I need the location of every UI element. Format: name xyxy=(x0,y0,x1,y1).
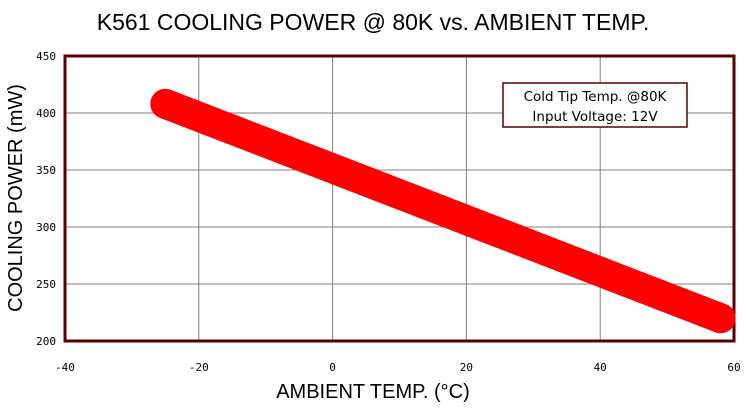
legend-line-cold-tip: Cold Tip Temp. @80K xyxy=(524,89,668,105)
series-layer xyxy=(150,88,736,334)
series-point xyxy=(150,88,181,119)
legend-line-input-voltage: Input Voltage: 12V xyxy=(532,109,658,125)
x-tick-label: 60 xyxy=(727,361,740,374)
x-tick-labels: -40 -20 0 20 40 60 xyxy=(55,361,741,374)
y-tick-label: 450 xyxy=(36,50,56,63)
y-tick-labels: 200 250 300 350 400 450 xyxy=(36,50,56,348)
legend-border xyxy=(502,82,688,128)
y-axis-label: COOLING POWER (mW) xyxy=(5,84,27,312)
y-tick-label: 250 xyxy=(36,278,56,291)
plot-frame xyxy=(63,54,736,343)
legend-box: Cold Tip Temp. @80K Input Voltage: 12V xyxy=(502,82,688,128)
y-tick-label: 300 xyxy=(36,221,56,234)
x-tick-label: 40 xyxy=(594,361,607,374)
x-axis-label: AMBIENT TEMP. (°C) xyxy=(276,381,470,403)
series-line xyxy=(150,88,736,334)
y-tick-label: 200 xyxy=(36,335,56,348)
x-tick-label: 20 xyxy=(460,361,473,374)
y-tick-label: 350 xyxy=(36,164,56,177)
x-tick-label: -40 xyxy=(55,361,75,374)
x-tick-label: -20 xyxy=(189,361,209,374)
x-tick-label: 0 xyxy=(329,361,336,374)
chart-title: K561 COOLING POWER @ 80K vs. AMBIENT TEM… xyxy=(97,9,650,35)
y-tick-label: 400 xyxy=(36,107,56,120)
series-point xyxy=(705,303,736,334)
